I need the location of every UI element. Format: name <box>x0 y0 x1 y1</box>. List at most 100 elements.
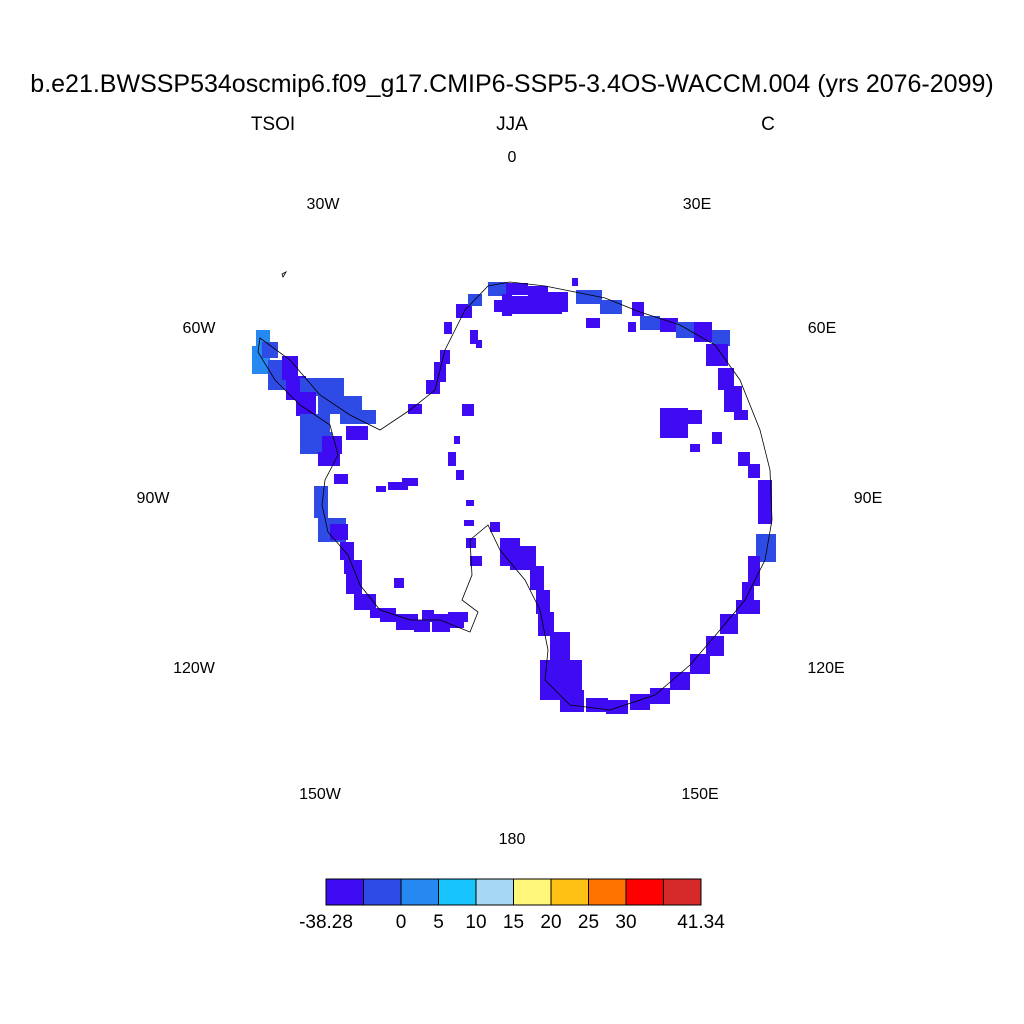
map-cell <box>318 396 362 414</box>
colorbar-label-1: 0 <box>395 912 407 933</box>
map-cell <box>370 608 380 618</box>
map-cell <box>694 322 712 342</box>
colorbar-box-3 <box>438 878 477 906</box>
map-cell <box>340 542 354 560</box>
map-cell <box>758 480 772 524</box>
lon-label-120w: 120W <box>173 660 215 677</box>
plot-title: b.e21.BWSSP534oscmip6.f09_g17.CMIP6-SSP5… <box>30 70 994 98</box>
map-cell <box>734 410 748 420</box>
map-cell <box>738 452 750 466</box>
map-cell <box>432 614 450 632</box>
map-cell <box>536 590 550 614</box>
map-cell <box>660 318 678 332</box>
units-label: C <box>761 114 775 135</box>
map-cell <box>640 316 660 330</box>
lon-label-0: 0 <box>507 149 517 166</box>
lon-label-60w: 60W <box>182 320 216 337</box>
map-cell <box>466 538 476 548</box>
lon-label-30e: 30E <box>682 196 712 213</box>
map-cell <box>676 322 694 338</box>
map-cell <box>572 278 578 286</box>
lon-label-150w: 150W <box>299 786 341 803</box>
map-cell <box>314 486 328 518</box>
variable-label: TSOI <box>250 114 296 135</box>
map-cell <box>670 672 690 690</box>
coastline <box>257 271 773 711</box>
map-cell <box>688 410 702 424</box>
colorbar-label-6: 25 <box>577 912 600 933</box>
colorbar-box-6 <box>550 878 589 906</box>
map-cell <box>712 432 722 444</box>
colorbar-label-8: 41.34 <box>677 912 725 933</box>
colorbar-label-5: 20 <box>540 912 562 933</box>
map-cell <box>346 426 368 440</box>
map-cell <box>262 342 278 358</box>
map-cell <box>394 578 404 588</box>
map-cell <box>742 582 754 600</box>
map-cell <box>712 330 730 346</box>
map-cell <box>376 486 386 492</box>
map-cell <box>434 362 446 382</box>
map-cell <box>282 356 298 380</box>
map-cell <box>402 478 418 486</box>
map-cell <box>340 410 376 424</box>
map-cell <box>720 614 738 634</box>
map-cell <box>456 304 472 318</box>
map-cell <box>494 300 502 312</box>
map-cell <box>408 404 422 414</box>
map-cell <box>476 340 482 348</box>
colorbar-box-1 <box>363 878 402 906</box>
map-cell <box>756 534 776 562</box>
colorbar-box-7 <box>588 878 627 906</box>
map-cell <box>448 452 456 466</box>
lon-label-60e: 60E <box>807 320 837 337</box>
lon-label-90w: 90W <box>136 490 170 507</box>
map-cell <box>464 520 474 526</box>
map-cell <box>606 700 628 714</box>
map-cell <box>706 344 728 366</box>
colorbar-label-0: -38.28 <box>299 912 353 933</box>
colorbar-box-2 <box>400 878 439 906</box>
map-cell <box>454 436 460 444</box>
map-cell <box>506 283 528 295</box>
colorbar-box-9 <box>663 878 702 906</box>
colorbar-box-0 <box>325 878 364 906</box>
map-cell <box>396 614 418 630</box>
map-cell <box>586 698 608 712</box>
map-cell <box>724 386 742 412</box>
map-cell <box>440 350 450 364</box>
map-cell <box>502 294 512 316</box>
map-cell <box>334 474 348 484</box>
map-cell <box>322 436 342 454</box>
map-cell <box>690 444 700 452</box>
colorbar-box-4 <box>475 878 514 906</box>
map-cell <box>512 296 552 314</box>
map-cell <box>330 524 348 540</box>
map-cell <box>490 522 500 532</box>
map-cell <box>456 470 464 480</box>
map-cell <box>510 550 532 570</box>
map-cell <box>660 408 688 438</box>
map-cell <box>718 368 734 390</box>
lon-label-30w: 30W <box>306 196 340 213</box>
map-cell <box>422 610 434 622</box>
lon-label-180: 180 <box>498 831 526 848</box>
season-label: JJA <box>496 114 528 135</box>
map-cell <box>388 482 408 490</box>
lon-label-120e: 120E <box>807 660 845 677</box>
lon-label-90e: 90E <box>853 490 883 507</box>
colorbar-label-4: 15 <box>502 912 525 933</box>
map-cell <box>300 378 344 396</box>
map-cell <box>550 296 562 314</box>
map-cell <box>466 500 474 506</box>
map-cell <box>550 632 570 660</box>
map-cell <box>346 572 362 594</box>
lon-label-150e: 150E <box>681 786 719 803</box>
map-cell <box>650 688 670 704</box>
colorbar-label-7: 30 <box>615 912 637 933</box>
map-cell <box>414 620 430 632</box>
colorbar-label-3: 10 <box>465 912 487 933</box>
map-cell <box>530 566 544 590</box>
